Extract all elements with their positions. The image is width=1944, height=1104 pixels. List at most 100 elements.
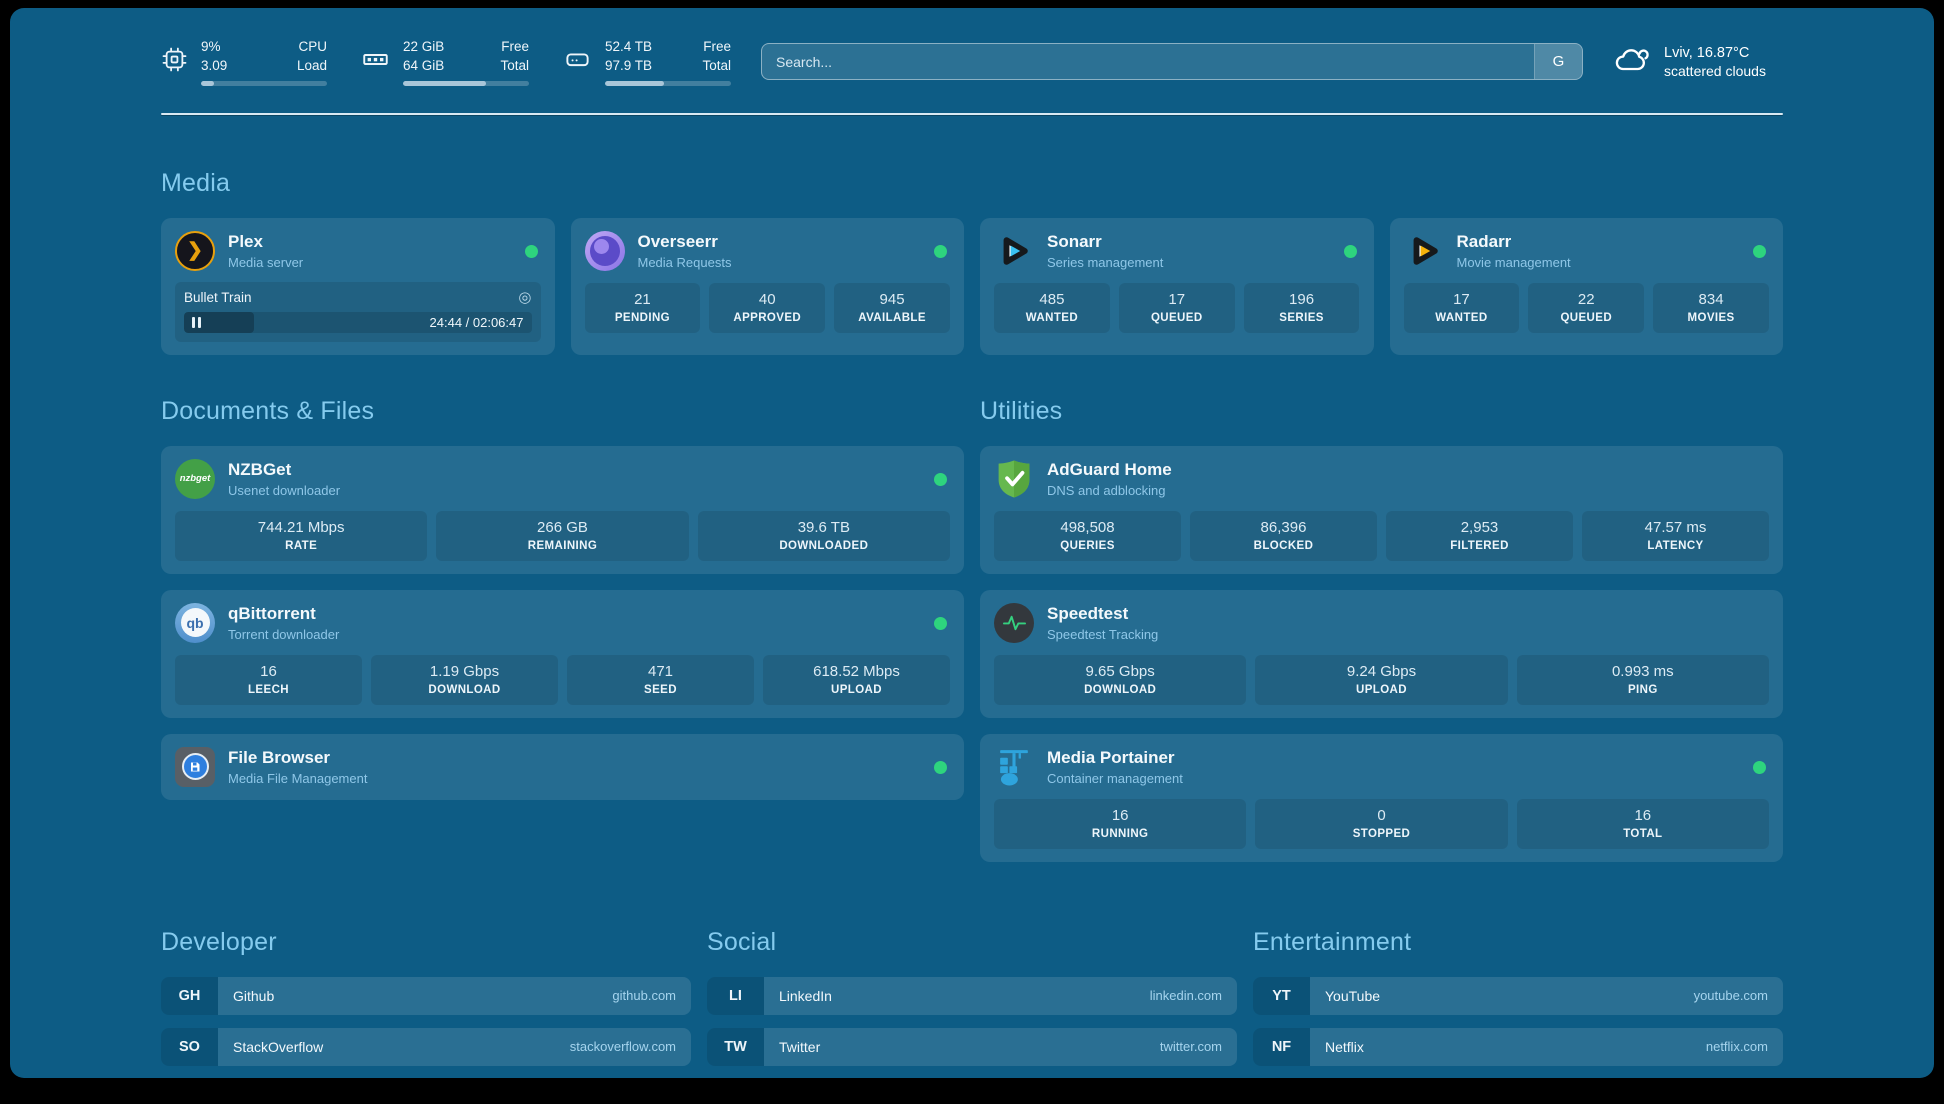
- stat-stopped: 0 STOPPED: [1255, 798, 1508, 849]
- weather-location: Lviv, 16.87°C: [1664, 44, 1750, 61]
- bookmark-abbr: NF: [1253, 1027, 1310, 1066]
- cast-icon[interactable]: ◎: [518, 288, 532, 306]
- app-card-radarr[interactable]: Radarr Movie management 17 WANTED 22 QUE…: [1389, 217, 1783, 355]
- app-card-speedtest[interactable]: Speedtest Speedtest Tracking 9.65 Gbps D…: [980, 589, 1783, 718]
- bookmark-group-developer: Developer GH Github github.com SO StackO…: [161, 928, 691, 1078]
- system-stats: 9% CPU 3.09 Load: [161, 38, 731, 86]
- disk-free: 52.4 TB: [605, 39, 653, 54]
- status-dot: [934, 760, 947, 774]
- bookmark-url: stackoverflow.com: [569, 1039, 676, 1055]
- app-card-portainer[interactable]: Media Portainer Container management 16 …: [980, 733, 1783, 862]
- bookmark-group-entertainment: Entertainment YT YouTube youtube.com NF …: [1253, 928, 1783, 1078]
- disk-icon: [563, 46, 592, 78]
- top-bar: 9% CPU 3.09 Load: [161, 38, 1783, 86]
- app-description: Media server: [228, 254, 304, 270]
- plex-now-playing: Bullet Train ◎ 24:44 / 02:06:47: [175, 281, 541, 342]
- search-bar: G: [761, 43, 1583, 81]
- bookmark-url: github.com: [612, 988, 676, 1004]
- ram-icon: [361, 46, 390, 78]
- stat-upload: 9.24 Gbps UPLOAD: [1255, 654, 1508, 705]
- disk-label-1: Free: [703, 39, 731, 54]
- stat-seed: 471 SEED: [567, 654, 754, 705]
- disk-label-2: Total: [702, 57, 731, 73]
- stat-series: 196 SERIES: [1243, 282, 1360, 333]
- bookmark-url: linkedin.com: [1149, 988, 1222, 1004]
- app-card-plex[interactable]: ❯ Plex Media server Bullet Train ◎: [161, 217, 555, 355]
- search-engine-button[interactable]: G: [1534, 44, 1582, 80]
- status-dot: [934, 472, 947, 486]
- filebrowser-icon: [175, 746, 215, 787]
- bookmark-abbr: TW: [707, 1027, 764, 1066]
- section-documents: Documents & Files nzbget NZBGet Usenet d…: [161, 397, 964, 862]
- bookmark-youtube[interactable]: YT YouTube youtube.com: [1253, 976, 1783, 1015]
- stat-queued: 22 QUEUED: [1528, 282, 1645, 333]
- stat-leech: 16 LEECH: [175, 654, 362, 705]
- stat-movies: 834 MOVIES: [1653, 282, 1769, 333]
- bookmark-netflix[interactable]: NF Netflix netflix.com: [1253, 1027, 1783, 1066]
- status-dot: [524, 244, 538, 258]
- bookmark-name: Netflix: [1325, 1038, 1364, 1055]
- ram-free: 22 GiB: [403, 39, 445, 54]
- bookmark-stackoverflow[interactable]: SO StackOverflow stackoverflow.com: [161, 1027, 691, 1066]
- disk-total: 97.9 TB: [605, 57, 653, 73]
- playback-progress-bar[interactable]: 24:44 / 02:06:47: [184, 311, 532, 333]
- status-dot: [1753, 244, 1766, 258]
- bookmark-name: LinkedIn: [779, 987, 832, 1004]
- cloud-icon: [1613, 44, 1651, 79]
- radarr-icon: [1404, 231, 1444, 271]
- app-card-qbittorrent[interactable]: qb qBittorrent Torrent downloader 16: [161, 589, 964, 718]
- bookmark-url: netflix.com: [1705, 1039, 1768, 1055]
- weather-condition: scattered clouds: [1664, 62, 1766, 79]
- stat-ping: 0.993 ms PING: [1516, 654, 1769, 705]
- section-media: Media ❯ Plex Media server Bullet Train: [161, 169, 1783, 355]
- stat-upload: 618.52 Mbps UPLOAD: [763, 654, 950, 705]
- ram-stat: 22 GiB Free 64 GiB Total: [361, 38, 529, 86]
- app-description: Media Requests: [637, 254, 732, 270]
- speedtest-icon: [994, 602, 1034, 643]
- section-title-documents: Documents & Files: [161, 396, 375, 425]
- bookmark-abbr: LI: [707, 976, 764, 1015]
- cpu-icon: [161, 46, 188, 78]
- app-card-overseerr[interactable]: Overseerr Media Requests 21 PENDING 40 A…: [570, 217, 964, 355]
- status-dot: [934, 616, 947, 630]
- cpu-progress-bar: [201, 80, 327, 86]
- bookmark-url: youtube.com: [1693, 988, 1768, 1004]
- app-description: Torrent downloader: [228, 626, 340, 642]
- section-utilities: Utilities AdGu: [980, 397, 1783, 862]
- disk-progress-bar: [605, 80, 731, 86]
- app-description: Series management: [1047, 254, 1164, 270]
- app-description: Usenet downloader: [228, 482, 341, 498]
- app-name: Speedtest: [1047, 603, 1129, 623]
- stat-queued: 17 QUEUED: [1118, 282, 1235, 333]
- stat-latency: 47.57 ms LATENCY: [1582, 510, 1769, 561]
- app-name: Overseerr: [637, 231, 718, 251]
- app-description: DNS and adblocking: [1047, 482, 1166, 498]
- stat-wanted: 17 WANTED: [1403, 282, 1520, 333]
- app-name: NZBGet: [228, 459, 292, 479]
- status-dot: [1753, 760, 1766, 774]
- search-input[interactable]: [761, 43, 1583, 81]
- app-description: Speedtest Tracking: [1047, 626, 1159, 642]
- app-card-nzbget[interactable]: nzbget NZBGet Usenet downloader 744.21 M…: [161, 445, 964, 574]
- cpu-stat: 9% CPU 3.09 Load: [161, 38, 327, 86]
- weather-widget: Lviv, 16.87°C scattered clouds: [1613, 44, 1783, 79]
- portainer-icon: [994, 747, 1034, 787]
- bookmark-url: twitter.com: [1159, 1039, 1222, 1055]
- ram-label-1: Free: [501, 39, 529, 54]
- bookmark-github[interactable]: GH Github github.com: [161, 976, 691, 1015]
- bookmark-linkedin[interactable]: LI LinkedIn linkedin.com: [707, 976, 1237, 1015]
- bookmark-twitter[interactable]: TW Twitter twitter.com: [707, 1027, 1237, 1066]
- qbittorrent-icon: qb: [175, 602, 215, 643]
- stat-available: 945 AVAILABLE: [834, 282, 950, 333]
- app-name: Sonarr: [1047, 231, 1102, 251]
- bookmark-abbr: YT: [1253, 976, 1310, 1015]
- nzbget-icon: nzbget: [175, 458, 215, 499]
- app-description: Movie management: [1456, 254, 1571, 270]
- app-card-adguard[interactable]: AdGuard Home DNS and adblocking 498,508 …: [980, 445, 1783, 574]
- app-card-filebrowser[interactable]: File Browser Media File Management: [161, 733, 964, 800]
- pause-button[interactable]: [192, 316, 201, 328]
- bookmark-abbr: GH: [161, 976, 218, 1015]
- status-dot: [1343, 244, 1357, 258]
- app-card-sonarr[interactable]: Sonarr Series management 485 WANTED 17 Q…: [980, 217, 1374, 355]
- app-name: Plex: [228, 231, 263, 251]
